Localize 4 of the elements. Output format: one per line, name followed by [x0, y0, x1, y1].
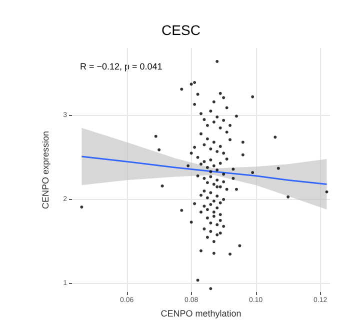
- y-axis-title: CENPO expression: [40, 130, 50, 210]
- x-axis-title: CENPO methylation: [160, 308, 242, 318]
- chart-title: CESC: [162, 22, 200, 38]
- line-series: [80, 156, 328, 186]
